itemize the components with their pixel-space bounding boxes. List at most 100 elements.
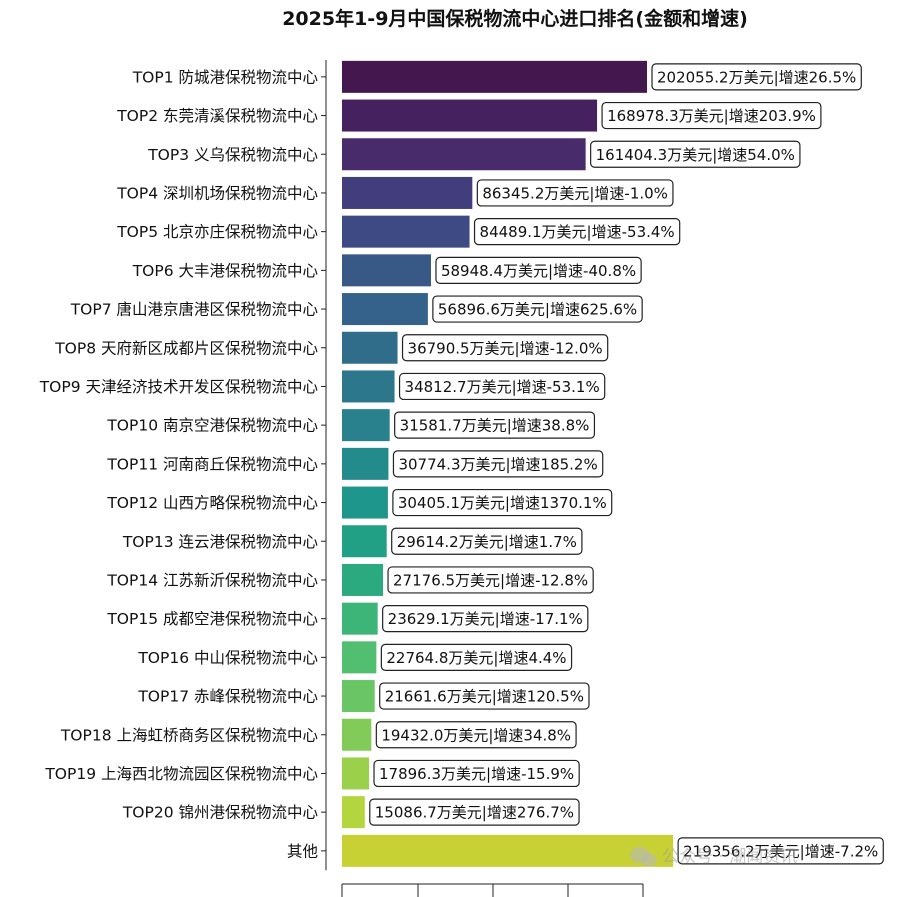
bar: [342, 331, 398, 364]
data-label: 19432.0万美元|增速34.8%: [375, 721, 577, 749]
bar: [342, 563, 384, 596]
bar: [342, 486, 388, 519]
data-label: 29614.2万美元|增速1.7%: [391, 527, 583, 555]
category-label: TOP7 唐山港京唐港区保税物流中心: [70, 301, 318, 319]
category-label: TOP14 江苏新沂保税物流中心: [106, 571, 318, 589]
category-label: TOP5 北京亦庄保税物流中心: [116, 223, 318, 241]
data-label-box: [391, 527, 583, 555]
data-label-text: 22764.8万美元|增速4.4%: [386, 649, 566, 667]
data-label-text: 23629.1万美元|增速-17.1%: [388, 610, 583, 628]
data-label-text: 36790.5万美元|增速-12.0%: [408, 339, 603, 357]
data-label: 168978.3万美元|增速203.9%: [601, 101, 822, 130]
data-label-box: [401, 334, 609, 362]
data-label: 58948.4万美元|增速-40.8%: [435, 256, 642, 284]
category-label: TOP18 上海虹桥商务区保税物流中心: [60, 726, 318, 744]
data-label: 202055.2万美元|增速26.5%: [651, 63, 862, 91]
category-label: TOP4 深圳机场保税物流中心: [116, 184, 318, 202]
bar: [342, 447, 389, 480]
bar: [342, 138, 586, 171]
data-label: 219356.2万美元|增速-7.2%: [677, 837, 884, 865]
data-label-box: [380, 643, 573, 671]
data-label-text: 161404.3万美元|增速54.0%: [596, 146, 795, 164]
data-label: 15086.7万美元|增速276.7%: [369, 798, 580, 826]
category-label: TOP2 东莞清溪保税物流中心: [116, 107, 318, 125]
category-label: TOP11 河南商丘保税物流中心: [106, 455, 318, 473]
data-label-box: [382, 605, 589, 633]
data-label: 161404.3万美元|增速54.0%: [590, 140, 801, 168]
watermark-text: 公众号 · 潮闻资讯: [662, 847, 797, 867]
data-label-text: 56896.6万美元|增速625.6%: [438, 301, 637, 319]
category-label: TOP9 天津经济技术开发区保税物流中心: [39, 378, 318, 396]
data-label: 23629.1万美元|增速-17.1%: [382, 605, 589, 633]
bar: [342, 99, 598, 132]
chart-title: 2025年1-9月中国保税物流中心进口排名(金额和增速): [282, 7, 748, 30]
category-label: TOP6 大丰港保税物流中心: [132, 262, 318, 280]
category-label: TOP3 义乌保税物流中心: [147, 146, 318, 164]
data-label-text: 84489.1万美元|增速-53.4%: [480, 223, 675, 241]
data-label-box: [394, 411, 596, 439]
bar: [342, 409, 390, 442]
data-label: 36790.5万美元|增速-12.0%: [401, 334, 609, 362]
data-label-box: [590, 140, 801, 168]
data-label: 84489.1万美元|增速-53.4%: [473, 218, 681, 246]
wechat-icon: [630, 847, 657, 867]
data-label-text: 15086.7万美元|增速276.7%: [375, 804, 574, 822]
bar: [342, 680, 375, 713]
data-label-text: 31581.7万美元|增速38.8%: [400, 417, 590, 435]
data-label-box: [379, 682, 590, 710]
axes-group: TOP1 防城港保税物流中心 TOP2 东莞清溪保税物流中心 TOP3 义乌保税物流…: [39, 60, 644, 897]
bar: [342, 602, 378, 635]
data-label-text: 19432.0万美元|增速34.8%: [381, 726, 571, 744]
data-label-text: 168978.3万美元|增速203.9%: [607, 107, 816, 125]
data-label-box: [375, 721, 577, 749]
data-label-text: 86345.2万美元|增速-1.0%: [482, 184, 668, 202]
bar: [342, 834, 674, 867]
data-label: 31581.7万美元|增速38.8%: [394, 411, 596, 439]
bar: [342, 757, 370, 790]
category-label: TOP12 山西方略保税物流中心: [106, 494, 318, 512]
data-label-box: [369, 798, 580, 826]
data-label: 30774.3万美元|增速185.2%: [392, 450, 604, 478]
data-label-box: [601, 101, 822, 130]
data-label-box: [392, 450, 604, 478]
bar: [342, 60, 647, 93]
data-label: 30405.1万美元|增速1370.1%: [392, 488, 613, 517]
data-label-box: [473, 218, 681, 246]
bar: [342, 718, 372, 751]
data-label: 86345.2万美元|增速-1.0%: [476, 179, 674, 207]
category-label: TOP17 赤峰保税物流中心: [137, 688, 318, 706]
data-label-box: [651, 63, 862, 91]
bar: [342, 796, 365, 829]
bar: [342, 641, 377, 674]
data-label-box: [677, 837, 884, 865]
category-label: 其他: [287, 842, 318, 860]
category-label: TOP19 上海西北物流园区保税物流中心: [44, 765, 318, 783]
category-label: TOP13 连云港保税物流中心: [122, 533, 318, 551]
category-label: TOP20 锦州港保税物流中心: [122, 804, 318, 822]
data-label-text: 58948.4万美元|增速-40.8%: [441, 262, 636, 280]
watermark: 公众号 · 潮闻资讯: [630, 847, 797, 867]
bar: [342, 254, 431, 287]
data-label-text: 21661.6万美元|增速120.5%: [385, 688, 584, 706]
data-label-text: 34812.7万美元|增速-53.1%: [405, 378, 600, 396]
data-label-box: [392, 488, 613, 517]
data-label-box: [398, 372, 606, 401]
data-label: 27176.5万美元|增速-12.8%: [387, 566, 594, 594]
bar: [342, 525, 387, 558]
data-label-text: 202055.2万美元|增速26.5%: [657, 68, 856, 86]
data-label-text: 17896.3万美元|增速-15.9%: [379, 765, 574, 783]
data-label-text: 29614.2万美元|增速1.7%: [397, 533, 577, 551]
data-label-box: [432, 295, 643, 323]
data-label: 17896.3万美元|增速-15.9%: [373, 759, 580, 788]
category-label: TOP16 中山保税物流中心: [137, 649, 318, 667]
category-label: TOP10 南京空港保税物流中心: [106, 417, 318, 435]
data-label-text: 30774.3万美元|增速185.2%: [398, 455, 597, 473]
data-label: 56896.6万美元|增速625.6%: [432, 295, 643, 323]
data-label-box: [435, 256, 642, 284]
data-label: 21661.6万美元|增速120.5%: [379, 682, 590, 710]
data-label-text: 30405.1万美元|增速1370.1%: [398, 494, 607, 512]
category-label: TOP1 防城港保税物流中心: [132, 68, 318, 86]
bar: [342, 293, 428, 326]
data-label-box: [387, 566, 594, 594]
